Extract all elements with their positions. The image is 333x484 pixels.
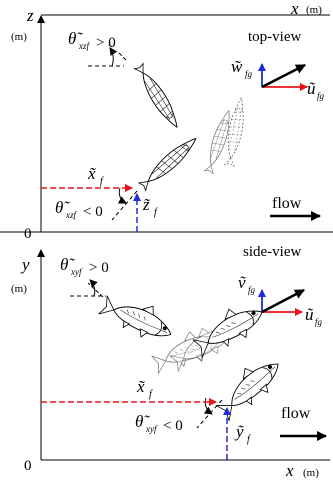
svg-text:f: f	[149, 389, 153, 400]
fish-side-lower	[209, 349, 289, 424]
svg-text:fg: fg	[317, 91, 325, 101]
svg-text:ũ: ũ	[305, 305, 314, 324]
top-axis-x-unit: (m)	[306, 4, 322, 16]
top-theta-neg-label: θ̃ xzf < 0	[55, 198, 103, 220]
top-pos-x-label: x̃ f	[87, 164, 104, 187]
svg-text:ũ: ũ	[307, 79, 316, 98]
top-axis-z-unit: (m)	[11, 31, 27, 43]
side-vel-u-label: ũ fg	[305, 305, 323, 327]
side-theta-pos-arc	[89, 279, 98, 297]
side-theta-neg-axis-line	[196, 399, 223, 429]
top-velocity-resultant-arrow	[261, 63, 306, 89]
side-view-title: side-view	[243, 244, 301, 260]
svg-text:< 0: < 0	[83, 204, 103, 220]
side-theta-neg-arc	[203, 397, 213, 415]
fish-top-lower	[137, 133, 201, 193]
side-theta-neg-label: θ̃ xyf < 0	[135, 412, 183, 434]
svg-text:xyf: xyf	[145, 424, 158, 434]
svg-text:x̃: x̃	[136, 377, 145, 396]
top-theta-pos-axis-line	[107, 43, 127, 61]
svg-text:< 0: < 0	[163, 418, 183, 434]
side-axis-x-unit: (m)	[303, 467, 319, 479]
side-flow-label: flow	[281, 405, 311, 422]
top-axis-z-label: z	[26, 6, 34, 25]
svg-text:xyf: xyf	[70, 267, 83, 277]
svg-text:xzf: xzf	[78, 41, 90, 51]
svg-text:x̃: x̃	[87, 164, 96, 183]
top-theta-pos-arc	[109, 47, 118, 67]
svg-text:f: f	[247, 434, 251, 445]
svg-text:xzf: xzf	[65, 210, 77, 220]
fish-top-upper	[132, 62, 184, 132]
svg-text:f: f	[154, 207, 158, 218]
top-flow-label: flow	[272, 195, 302, 212]
side-theta-pos-label: θ̃ xyf > 0	[60, 255, 109, 277]
svg-text:w̃: w̃	[231, 57, 243, 76]
top-vel-w-label: w̃ fg	[231, 57, 253, 79]
side-vel-v-label: ṽ fg	[238, 273, 256, 295]
side-theta-pos-axis-line	[87, 282, 104, 298]
fish-side-upper	[96, 286, 179, 349]
top-vel-u-label: ũ fg	[307, 79, 325, 101]
top-theta-neg-axis-line	[111, 190, 138, 221]
svg-text:fg: fg	[315, 317, 323, 327]
svg-text:> 0: > 0	[96, 35, 116, 51]
top-pos-z-label: z̃ f	[142, 195, 158, 218]
side-pos-y-label: ỹ f	[234, 422, 251, 445]
side-axis-x-label: x	[285, 461, 294, 480]
svg-text:f: f	[100, 176, 104, 187]
svg-text:ỹ: ỹ	[234, 422, 244, 441]
side-velocity-resultant-arrow	[261, 288, 305, 314]
top-axis-x-label: x	[290, 0, 299, 18]
top-theta-pos-label: θ̃ xzf > 0	[68, 29, 116, 51]
top-theta-neg-arc	[117, 187, 127, 204]
side-view-panel: y (m) x (m) side-view 0 ṽ fg ũ fg θ̃ xyf	[11, 244, 330, 480]
top-view-panel: z (m) x (m) top-view 0 w̃ fg ũ fg θ̃ xzf	[0, 0, 333, 242]
svg-text:ṽ: ṽ	[238, 273, 246, 292]
side-origin-label: 0	[24, 458, 32, 474]
top-view-title: top-view	[248, 29, 301, 45]
top-origin-label: 0	[24, 226, 32, 242]
side-axis-y-unit: (m)	[11, 283, 27, 295]
side-axis-y-label: y	[20, 255, 30, 274]
svg-text:z̃: z̃	[142, 195, 151, 214]
side-pos-x-label: x̃ f	[136, 377, 153, 400]
svg-text:fg: fg	[248, 285, 256, 295]
svg-text:fg: fg	[245, 69, 253, 79]
svg-text:> 0: > 0	[89, 260, 109, 276]
